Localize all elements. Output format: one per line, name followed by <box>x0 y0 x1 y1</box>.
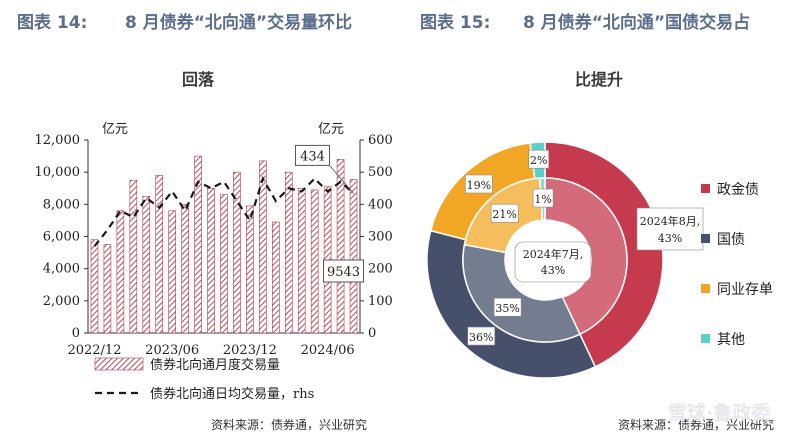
right-figure-header: 图表 15: 8 月债券“北向通”国债交易占 <box>410 0 800 38</box>
bar-monthly-volume <box>259 160 267 334</box>
legend-label: 同业存单 <box>717 282 773 298</box>
y2-tick-label: 200 <box>368 262 393 277</box>
inner-main-label: 2024年7月, <box>523 247 584 261</box>
inner-main-label: 43% <box>541 264 565 277</box>
bar-monthly-volume <box>284 171 293 334</box>
bar-monthly-volume <box>207 187 215 334</box>
slice-label-inner: 1% <box>534 193 551 206</box>
slice-label-box <box>532 188 554 208</box>
bar-monthly-volume <box>336 159 345 334</box>
slice-label-inner: 35% <box>495 302 519 315</box>
y2-tick-label: 300 <box>368 230 393 245</box>
left-chart-subtitle: 回落 <box>182 70 215 89</box>
y2-tick-label: 100 <box>368 294 393 309</box>
annotation-leader <box>329 165 354 194</box>
bar-monthly-volume <box>155 175 164 334</box>
outer-main-label: 43% <box>658 232 682 245</box>
right-figure-number: 图表 15: <box>420 13 491 33</box>
bar-monthly-volume <box>194 155 202 334</box>
bar-monthly-volume <box>116 210 125 334</box>
y-tick-label: 2,000 <box>43 294 80 309</box>
left-figure-header: 图表 14: 8 月债券“北向通”交易量环比 <box>0 0 398 38</box>
legend-swatch <box>701 334 710 343</box>
annotation-box-line <box>295 144 331 166</box>
bar-monthly-volume <box>233 171 241 334</box>
bar-monthly-volume <box>103 244 112 334</box>
y2-tick-label: 600 <box>368 133 393 148</box>
bar-monthly-volume <box>246 205 254 334</box>
y-unit-label: 亿元 <box>102 122 128 137</box>
legend-label: 国债 <box>717 232 745 248</box>
bar-monthly-volume <box>297 187 306 334</box>
annotation-bar-value: 9543 <box>327 265 360 280</box>
bar-monthly-volume <box>168 210 176 334</box>
x-tick-label: 2022/12 <box>67 343 121 358</box>
bar-monthly-volume <box>90 239 99 334</box>
slice-label-box <box>490 203 519 223</box>
legend-swatch <box>701 234 710 243</box>
bar-monthly-volume <box>129 179 138 334</box>
y-tick-label: 4,000 <box>43 262 80 277</box>
left-figure-title: 8 月债券“北向通”交易量环比 <box>125 13 353 33</box>
legend-swatch-bar <box>94 357 144 371</box>
bar-monthly-volume <box>310 189 319 334</box>
right-figure-title: 8 月债券“北向通”国债交易占 <box>523 13 751 33</box>
inner-main-label-box <box>514 241 592 283</box>
bar-monthly-volume <box>349 179 358 334</box>
left-source-note: 资料来源：债券通，兴业研究 <box>211 418 368 432</box>
y-tick-label: 8,000 <box>43 197 80 212</box>
bar-monthly-volume <box>272 221 280 334</box>
y2-tick-label: 500 <box>368 165 393 180</box>
watermark-logo: 雪球·鲁政委 <box>668 402 771 424</box>
line-daily-avg-volume <box>93 175 355 247</box>
x-tick-label: 2024/06 <box>301 343 355 358</box>
bar-line-chart: 0 2,000 4,000 6,000 8,000 10,000 12,000 0 100 200… <box>35 122 393 402</box>
y-tick-label: 12,000 <box>35 133 81 148</box>
outer-main-label-box <box>636 207 704 251</box>
outer-main-label: 2024年8月, <box>640 214 701 228</box>
slice-label-box <box>528 149 550 169</box>
slice-label-outer: 19% <box>467 179 491 192</box>
y2-tick-label: 400 <box>368 197 393 212</box>
legend-swatch <box>701 184 710 193</box>
legend-label-bar: 债券北向通月度交易量 <box>150 357 280 373</box>
annotation-box-bar <box>323 259 365 283</box>
legend-label-line: 债券北向通日均交易量，rhs <box>150 386 314 402</box>
legend-label: 其他 <box>717 332 745 348</box>
left-figure-number: 图表 14: <box>17 13 88 33</box>
nested-donut-chart: 36% 19% 2% 35% 21% 1% 2024年8月, 43% 2024年7月, 43% 政金… <box>426 141 773 379</box>
bar-monthly-volume <box>142 195 151 334</box>
slice-label-box <box>493 297 522 317</box>
y2-unit-label: 亿元 <box>318 122 344 137</box>
slice-label-box <box>467 326 496 346</box>
y-tick-label: 0 <box>72 326 80 341</box>
legend-label: 政金债 <box>717 182 759 198</box>
slice-label-outer: 2% <box>530 154 547 167</box>
y-tick-label: 10,000 <box>35 165 81 180</box>
legend-swatch <box>701 284 710 293</box>
right-chart-subtitle: 比提升 <box>575 70 624 89</box>
donut-slice-inner <box>462 243 581 343</box>
slice-label-outer: 36% <box>469 331 493 344</box>
slice-label-box <box>465 174 493 194</box>
x-tick-label: 2023/12 <box>223 343 277 358</box>
y2-tick-label: 0 <box>368 326 376 341</box>
bar-monthly-volume <box>181 204 189 334</box>
x-tick-label: 2023/06 <box>145 343 199 358</box>
right-source-note: 资料来源：债券通，兴业研究 <box>618 418 775 432</box>
bar-monthly-volume <box>220 194 228 334</box>
annotation-line-value: 434 <box>300 149 325 164</box>
y-tick-label: 6,000 <box>43 230 80 245</box>
slice-label-inner: 21% <box>492 208 516 221</box>
